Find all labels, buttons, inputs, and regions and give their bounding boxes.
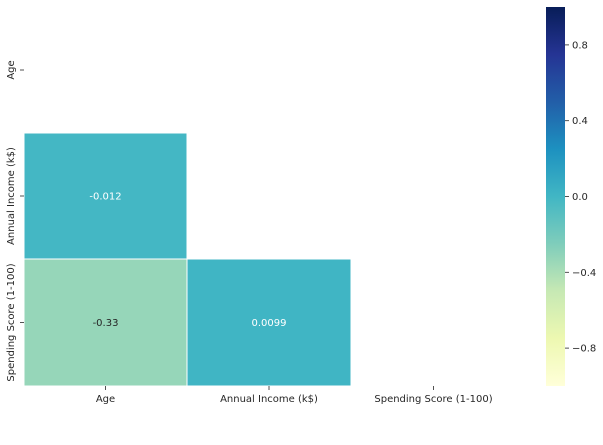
colorbar-tick-label: 0.8 (572, 40, 588, 51)
colorbar-tick-label: 0.4 (572, 116, 588, 127)
y-axis: Age Annual Income (k$) Spending Score (1-1… (6, 60, 24, 382)
x-tick-label: Spending Score (1-100) (374, 394, 492, 405)
colorbar-tick-label: −0.8 (572, 344, 596, 355)
y-tick-label: Age (6, 60, 17, 79)
cell-value-label: -0.33 (93, 318, 119, 329)
x-tick-label: Annual Income (k$) (220, 394, 318, 405)
x-tick-label: Age (96, 394, 115, 405)
colorbar-gradient (546, 7, 565, 386)
heatmap-cell-spending-score-1-100-annual-income-k (186, 258, 352, 387)
colorbar-tick-label: 0.0 (572, 192, 588, 203)
heatmap-cell-spending-score-1-100-age (23, 258, 188, 387)
cell-value-label: -0.012 (89, 192, 121, 203)
heatmap-cell-annual-income-k-age (23, 132, 188, 260)
cell-value-label: 0.0099 (252, 318, 287, 329)
colorbar-tick-label: −0.4 (572, 268, 596, 279)
y-tick-label: Spending Score (1-100) (6, 263, 17, 381)
y-tick-label: Annual Income (k$) (6, 147, 17, 245)
colorbar: 0.8 0.4 0.0 −0.4 −0.8 (546, 7, 596, 386)
x-axis: Age Annual Income (k$) Spending Score (1-1… (96, 386, 493, 405)
heatmap-cells: -0.012 -0.33 0.0099 (23, 132, 352, 387)
